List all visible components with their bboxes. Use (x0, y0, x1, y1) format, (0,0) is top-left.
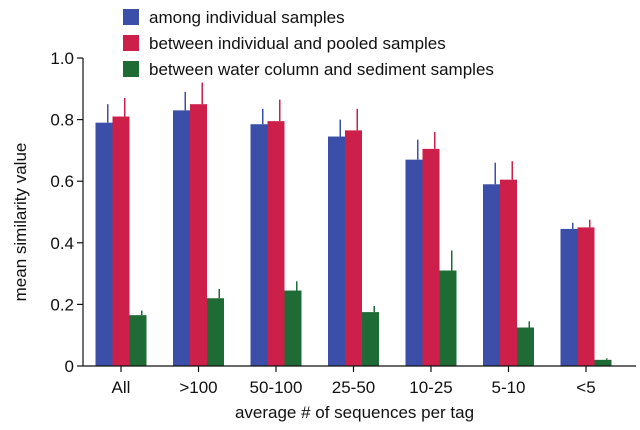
legend-swatch (123, 9, 139, 25)
bar (439, 270, 457, 366)
bar-group (405, 131, 457, 366)
bar-group (483, 161, 534, 366)
bar (173, 110, 190, 366)
bar (95, 122, 113, 367)
x-tick-label: 25-50 (332, 378, 375, 397)
bar (594, 359, 612, 366)
bar (267, 121, 285, 366)
bar (129, 315, 147, 366)
bar (250, 124, 268, 366)
legend-label: between individual and pooled samples (149, 34, 446, 53)
y-tick-label: 0.4 (50, 234, 74, 253)
legend-label: among individual samples (149, 8, 345, 27)
bar (483, 184, 500, 366)
bar (190, 104, 207, 366)
bar (500, 179, 517, 366)
x-tick-label: 10-25 (409, 378, 452, 397)
x-tick-label: 50-100 (250, 378, 303, 397)
axes (82, 58, 636, 367)
y-tick-label: 0.8 (50, 111, 74, 130)
legend: among individual samples between individu… (123, 8, 494, 79)
y-ticks: 0 0.2 0.4 0.6 0.8 1.0 (50, 49, 83, 376)
x-axis-label: average # of sequences per tag (235, 403, 474, 422)
bar (517, 327, 534, 366)
bar (560, 228, 578, 366)
y-tick-label: 0.2 (50, 295, 74, 314)
legend-label: between water column and sediment sample… (149, 60, 494, 79)
x-tick-label: >100 (179, 378, 217, 397)
bar-group (328, 108, 379, 366)
legend-swatch (123, 61, 139, 77)
bar-group (173, 82, 224, 366)
bar (284, 290, 302, 366)
bar (112, 116, 130, 367)
bar-group (95, 98, 147, 367)
legend-swatch (123, 35, 139, 51)
x-tick-label: <5 (576, 378, 595, 397)
bar-group (560, 219, 612, 366)
y-tick-label: 1.0 (50, 49, 74, 68)
bar (422, 148, 440, 366)
bar-group (250, 99, 302, 366)
y-tick-label: 0 (65, 357, 74, 376)
bar (362, 312, 379, 366)
x-tick-label: 5-10 (491, 378, 525, 397)
x-ticks: All >100 50-100 25-50 10-25 5-10 <5 (112, 366, 596, 397)
y-tick-label: 0.6 (50, 172, 74, 191)
bar (328, 136, 345, 366)
y-axis-label: mean similarity value (11, 143, 30, 302)
bar (405, 159, 423, 366)
bar (345, 130, 362, 366)
bar (577, 227, 595, 366)
bars (95, 82, 612, 367)
x-tick-label: All (112, 378, 131, 397)
bar (207, 298, 224, 366)
